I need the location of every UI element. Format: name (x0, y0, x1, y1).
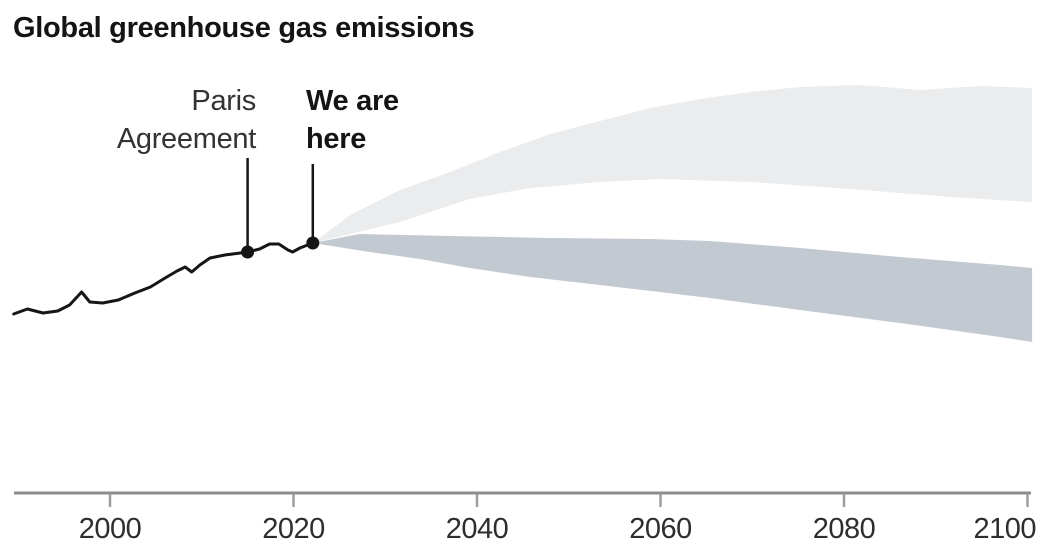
annotation-we-are-here: We are here (306, 82, 399, 158)
current-band (312, 234, 1033, 342)
x-axis-tick-label: 2100 (973, 513, 1036, 545)
preparis-band (312, 85, 1033, 243)
x-axis-tick-label: 2080 (813, 513, 876, 545)
chart-title: Global greenhouse gas emissions (13, 12, 475, 44)
x-axis-tick-label: 2000 (79, 513, 142, 545)
annotation-paris-line2: Agreement (116, 123, 256, 155)
historical-line (12, 241, 315, 316)
annotation-here-line1: We are (306, 85, 399, 117)
annotation-paris-agreement: Paris Agreement (117, 82, 256, 158)
annotation-here-line2: here (306, 123, 367, 155)
x-axis-tick-label: 2060 (629, 513, 692, 545)
paris-dot (241, 245, 255, 259)
x-axis-tick-label: 2040 (446, 513, 509, 545)
annotation-paris-line1: Paris (191, 85, 256, 117)
x-axis-tick-label: 2020 (262, 513, 325, 545)
here-dot (306, 236, 320, 250)
